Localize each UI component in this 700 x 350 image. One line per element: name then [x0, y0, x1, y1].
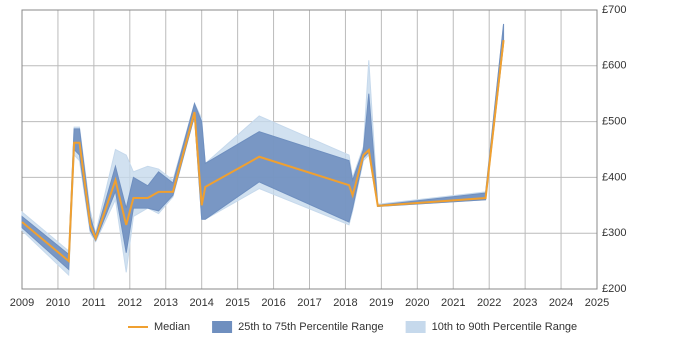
legend-label: 10th to 90th Percentile Range: [432, 321, 578, 333]
x-tick-label: 2021: [441, 297, 465, 309]
x-tick-label: 2010: [46, 297, 70, 309]
legend-label: Median: [154, 321, 190, 333]
x-tick-label: 2020: [405, 297, 429, 309]
y-tick-label: £700: [602, 4, 626, 16]
x-tick-label: 2012: [118, 297, 142, 309]
x-tick-label: 2022: [477, 297, 501, 309]
plot-border: [21, 9, 598, 290]
y-tick-label: £500: [602, 116, 626, 128]
x-tick-label: 2013: [154, 297, 178, 309]
y-tick-label: £400: [602, 171, 626, 183]
y-tick-label: £300: [602, 227, 626, 239]
y-tick-label: £200: [602, 283, 626, 295]
x-tick-label: 2009: [10, 297, 34, 309]
legend-swatch: [212, 321, 233, 333]
y-tick-label: £600: [602, 60, 626, 72]
x-tick-label: 2023: [513, 297, 537, 309]
legend-swatch: [405, 321, 426, 333]
x-tick-label: 2019: [369, 297, 393, 309]
x-tick-label: 2018: [333, 297, 357, 309]
legend-label: 25th to 75th Percentile Range: [238, 321, 384, 333]
median-line: [21, 40, 505, 264]
x-tick-label: 2014: [189, 297, 213, 309]
x-tick-label: 2011: [82, 297, 106, 309]
x-tick-label: 2025: [585, 297, 609, 309]
x-tick-label: 2024: [549, 297, 573, 309]
x-tick-label: 2016: [261, 297, 285, 309]
x-tick-label: 2017: [297, 297, 321, 309]
x-tick-label: 2015: [225, 297, 249, 309]
